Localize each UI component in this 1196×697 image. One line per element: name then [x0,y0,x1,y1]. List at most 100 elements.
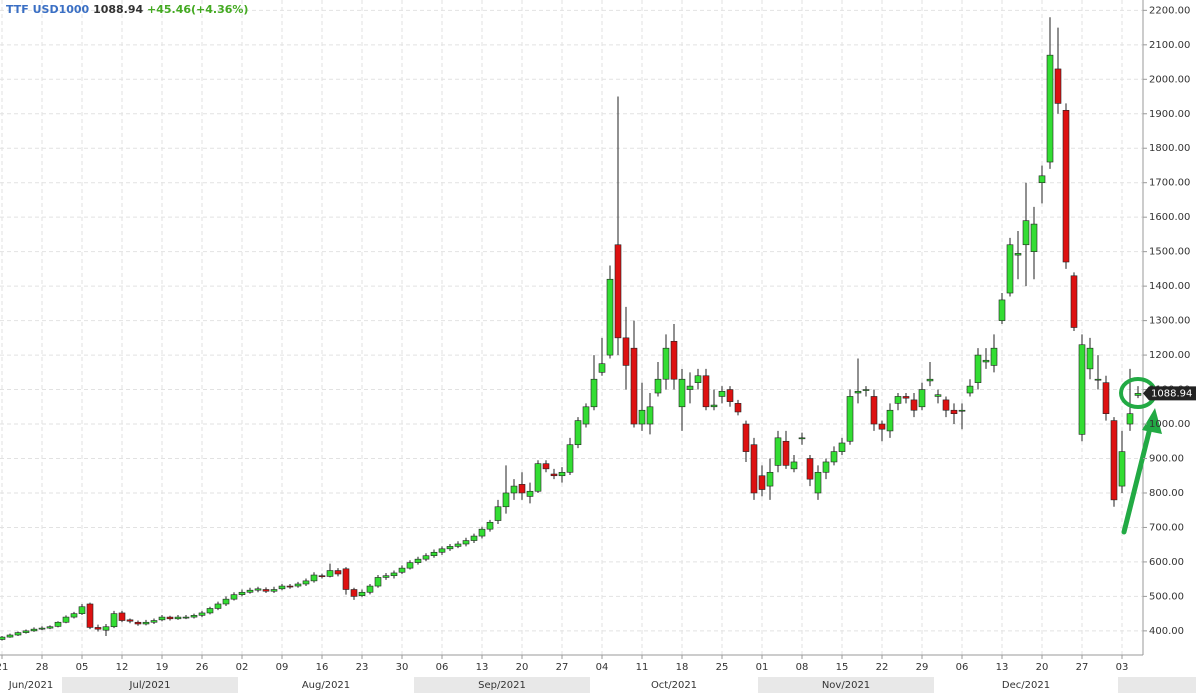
candle-body [1062,110,1070,263]
candle-body [1126,413,1134,425]
candle-body [6,634,14,638]
candle-body [542,463,550,470]
candle-body [22,630,30,633]
candle-body [510,485,518,494]
candle-body [70,613,78,618]
candle-body [262,589,270,592]
y-tick-label: 500.00 [1149,591,1184,602]
candle-body [654,378,662,394]
candle-body [838,442,846,452]
month-label: Jun/2021 [8,680,53,691]
candle-body [830,451,838,463]
x-tick-label: 11 [636,662,649,673]
candle-body [974,354,982,383]
y-tick-label: 1900.00 [1149,109,1190,120]
y-tick-label: 1500.00 [1149,247,1190,258]
candle-body [78,606,86,614]
y-tick-label: 1700.00 [1149,178,1190,189]
candle-body [950,409,958,414]
candle-body [590,378,598,408]
month-label: Aug/2021 [302,680,350,691]
candle-body [374,577,382,587]
candle-body [598,363,606,373]
x-tick-label: 18 [676,662,689,673]
y-tick-label: 400.00 [1149,626,1184,637]
y-tick-label: 1200.00 [1149,350,1190,361]
candle-body [1022,220,1030,246]
candle-body [694,375,702,383]
candle-body [190,615,198,618]
y-tick-label: 1000.00 [1149,419,1190,430]
candle-body [582,406,590,425]
x-tick-label: 29 [916,662,929,673]
month-band [758,677,934,693]
candle-body [1014,253,1022,256]
candle-body [942,399,950,411]
candle-body [766,471,774,487]
x-tick-label: 20 [516,662,529,673]
candle-body [470,535,478,541]
candle-body [422,555,430,560]
candle-body [30,628,38,632]
candle-body [622,337,630,366]
candle-body [726,389,734,402]
candle-body [94,627,102,630]
candle-body [278,585,286,590]
candle-body [502,492,510,508]
candle-body [438,548,446,553]
plot [0,0,1143,655]
candle-body [1030,223,1038,252]
candle-body [718,390,726,397]
candle-body [310,574,318,582]
header: TTF USD1000 1088.94 +45.46(+4.36%) [6,3,248,16]
candle-body [302,580,310,585]
x-tick-label: 20 [1036,662,1049,673]
candle-body [238,591,246,595]
month-band [1118,677,1196,693]
month-band [414,677,590,693]
candle-body [1054,68,1062,104]
candle-body [1046,54,1054,163]
month-label: Oct/2021 [651,680,697,691]
price-change: +45.46(+4.36%) [147,3,248,16]
candle-body [126,619,134,622]
candle-body [886,409,894,432]
y-tick-label: 2200.00 [1149,5,1190,16]
candle-body [870,396,878,425]
x-tick-label: 27 [556,662,569,673]
y-tick-label: 600.00 [1149,557,1184,568]
x-tick-label: 01 [756,662,769,673]
candle-body [62,616,70,623]
candle-body [390,572,398,577]
y-tick-label: 1300.00 [1149,316,1190,327]
x-tick-label: 06 [436,662,449,673]
month-label: Dec/2021 [1002,680,1050,691]
price-tag-bg [1143,386,1196,401]
candle-body [710,404,718,408]
candle-body [854,390,862,394]
candle-body [206,608,214,614]
x-tick-label: 04 [596,662,609,673]
candle-body [606,278,614,356]
candle-body [38,627,46,630]
candle-body [798,437,806,440]
candle-body [534,463,542,492]
candle-body [678,378,686,408]
x-tick-label: 05 [76,662,89,673]
x-tick-label: 02 [236,662,249,673]
candle-body [150,620,158,623]
candle-body [0,636,6,640]
candle-body [222,598,230,605]
candle-body [158,616,166,621]
y-tick-label: 900.00 [1149,454,1184,465]
candle-body [750,444,758,494]
candle-body [270,589,278,592]
month-band [62,677,238,693]
candle-body [430,551,438,557]
chart-title: TTF USD1000 [6,3,90,16]
candle-body [294,583,302,587]
candle-body [342,568,350,590]
candle-body [1110,420,1118,501]
x-tick-label: 08 [796,662,809,673]
